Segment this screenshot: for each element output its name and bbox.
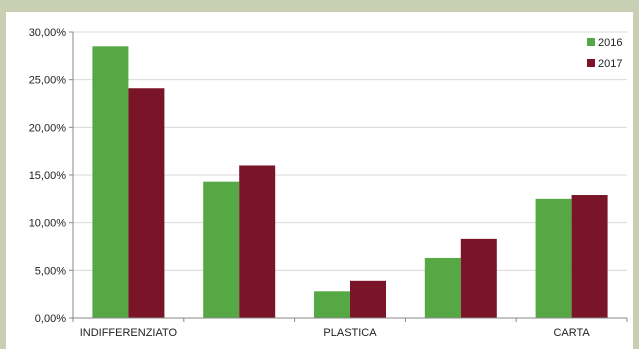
- bars: [92, 46, 608, 319]
- x-axis-category-labels: INDIFFERENZIATO PLASTICA CARTA: [80, 327, 591, 339]
- legend-swatch-2017: [587, 59, 595, 67]
- y-tick-label: 30,00%: [29, 27, 67, 39]
- bar-2017-3: [350, 280, 386, 318]
- y-tick-label: 25,00%: [29, 75, 67, 87]
- axes: [72, 32, 628, 322]
- y-tick-label: 0,00%: [35, 313, 66, 325]
- bar-2017-4: [460, 238, 497, 318]
- bar-2016-3: [314, 291, 350, 318]
- x-category-label: PLASTICA: [323, 327, 377, 339]
- bar-2017-1: [128, 88, 165, 318]
- bar-2017-2: [239, 165, 276, 318]
- legend-label-2016: 2016: [598, 37, 622, 49]
- x-category-label: INDIFFERENZIATO: [80, 327, 178, 339]
- y-tick-label: 5,00%: [35, 265, 66, 277]
- bar-2016-5: [535, 198, 572, 318]
- x-category-label: CARTA: [553, 327, 590, 339]
- y-tick-label: 15,00%: [29, 170, 67, 182]
- chart-panel: 0,00% 5,00% 10,00% 15,00% 20,00% 25,00% 30,00%…: [6, 12, 633, 349]
- bar-2017-5: [571, 195, 608, 318]
- legend: 2016 2017: [587, 37, 622, 70]
- y-tick-label: 20,00%: [29, 122, 67, 134]
- gridlines: [69, 31, 627, 319]
- bar-2016-4: [424, 257, 461, 318]
- legend-swatch-2016: [587, 38, 595, 46]
- bar-2016-1: [92, 46, 129, 319]
- y-axis-tick-labels: 0,00% 5,00% 10,00% 15,00% 20,00% 25,00% 30,00%: [29, 27, 67, 325]
- legend-label-2017: 2017: [598, 58, 622, 70]
- bar-2016-2: [203, 181, 240, 318]
- y-tick-label: 10,00%: [29, 218, 67, 230]
- bar-chart: 0,00% 5,00% 10,00% 15,00% 20,00% 25,00% 30,00%…: [29, 27, 628, 339]
